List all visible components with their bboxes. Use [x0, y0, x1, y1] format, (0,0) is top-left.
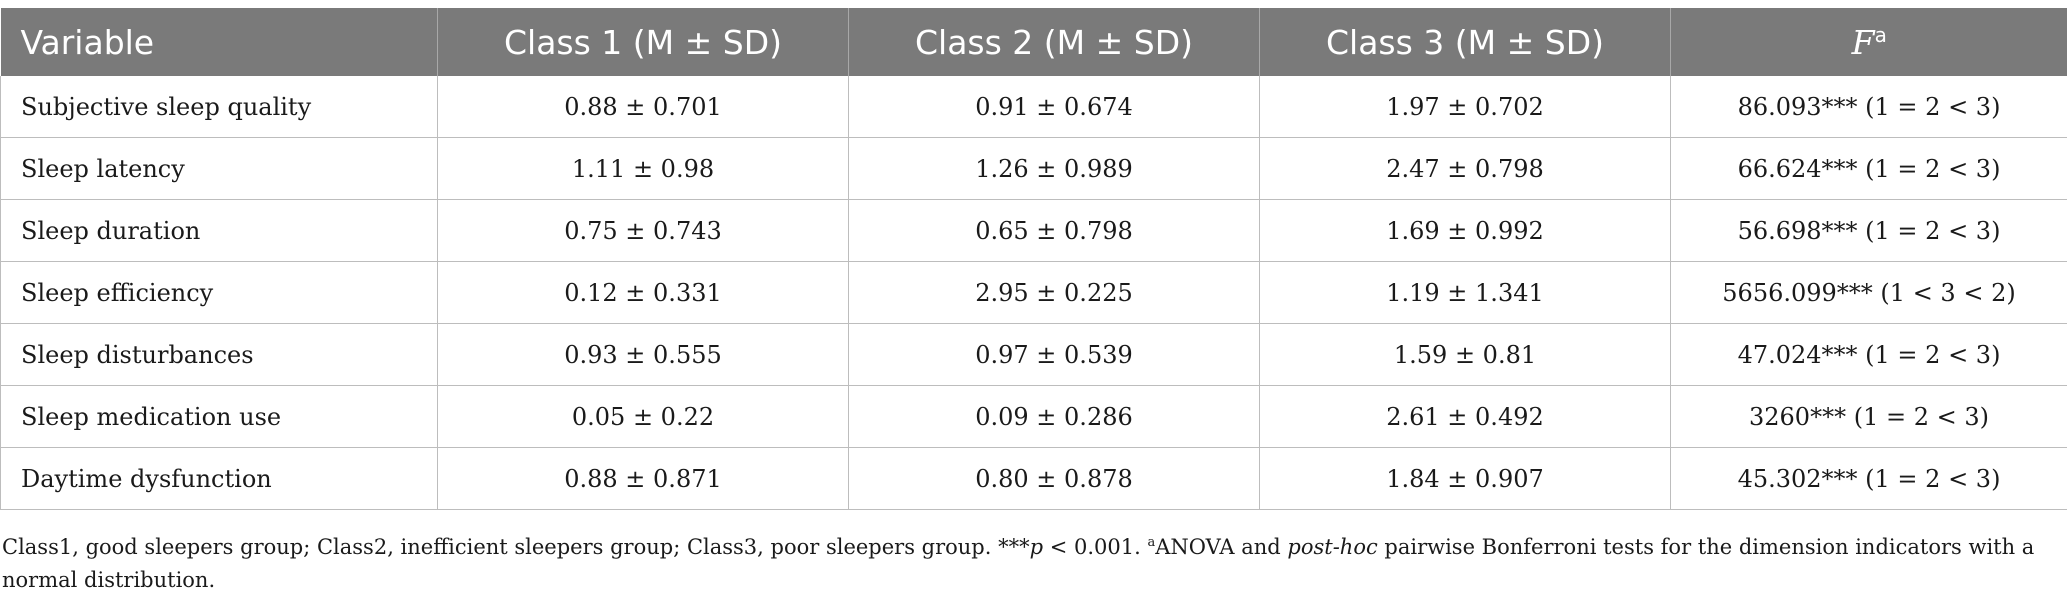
- cell-class-3: 1.19 ± 1.341: [1259, 261, 1671, 324]
- cell-class-3: 2.61 ± 0.492: [1259, 385, 1671, 448]
- f-symbol: F: [1851, 22, 1875, 62]
- cell-f-statistic: 66.624*** (1 = 2 < 3): [1670, 137, 2067, 200]
- cell-class-3: 1.97 ± 0.702: [1259, 76, 1671, 138]
- cell-class-1: 0.93 ± 0.555: [437, 323, 849, 386]
- f-superscript: a: [1874, 22, 1887, 47]
- cell-variable: Sleep latency: [0, 137, 438, 200]
- table-row: Subjective sleep quality 0.88 ± 0.701 0.91…: [0, 76, 2067, 138]
- header-class-1: Class 1 (M ± SD): [437, 8, 849, 76]
- cell-class-3: 1.84 ± 0.907: [1259, 447, 1671, 510]
- cell-class-2: 0.91 ± 0.674: [848, 76, 1260, 138]
- cell-class-3: 1.69 ± 0.992: [1259, 199, 1671, 262]
- header-class-2: Class 2 (M ± SD): [848, 8, 1260, 76]
- cell-variable: Sleep disturbances: [0, 323, 438, 386]
- cell-class-1: 0.12 ± 0.331: [437, 261, 849, 324]
- cell-f-statistic: 45.302*** (1 = 2 < 3): [1670, 447, 2067, 510]
- table-footnote: Class1, good sleepers group; Class2, ine…: [2, 526, 2062, 597]
- table-body: Subjective sleep quality 0.88 ± 0.701 0.91…: [0, 76, 2067, 510]
- cell-class-3: 1.59 ± 0.81: [1259, 323, 1671, 386]
- footnote-part3: ANOVA and: [1155, 535, 1288, 559]
- cell-f-statistic: 3260*** (1 = 2 < 3): [1670, 385, 2067, 448]
- cell-class-3: 2.47 ± 0.798: [1259, 137, 1671, 200]
- header-variable: Variable: [0, 8, 438, 76]
- cell-class-1: 1.11 ± 0.98: [437, 137, 849, 200]
- footnote-superscript: a: [1147, 535, 1156, 550]
- cell-class-1: 0.88 ± 0.871: [437, 447, 849, 510]
- cell-variable: Daytime dysfunction: [0, 447, 438, 510]
- footnote-post-hoc: post-hoc: [1287, 535, 1378, 559]
- cell-class-2: 0.65 ± 0.798: [848, 199, 1260, 262]
- table-container: Variable Class 1 (M ± SD) Class 2 (M ± S…: [0, 8, 2067, 510]
- table-row: Sleep duration 0.75 ± 0.743 0.65 ± 0.798 1.…: [0, 199, 2067, 262]
- header-row: Variable Class 1 (M ± SD) Class 2 (M ± S…: [0, 8, 2067, 76]
- footnote-part4: pairwise Bonferroni tests for the dimens…: [2, 535, 2035, 592]
- cell-class-1: 0.75 ± 0.743: [437, 199, 849, 262]
- cell-variable: Subjective sleep quality: [0, 76, 438, 138]
- cell-f-statistic: 5656.099*** (1 < 3 < 2): [1670, 261, 2067, 324]
- cell-class-1: 0.05 ± 0.22: [437, 385, 849, 448]
- cell-class-2: 0.97 ± 0.539: [848, 323, 1260, 386]
- table-row: Sleep efficiency 0.12 ± 0.331 2.95 ± 0.225…: [0, 261, 2067, 324]
- cell-variable: Sleep efficiency: [0, 261, 438, 324]
- footnote-p-symbol: p: [1029, 535, 1044, 559]
- cell-f-statistic: 86.093*** (1 = 2 < 3): [1670, 76, 2067, 138]
- footnote-part2: < 0.001.: [1043, 535, 1148, 559]
- cell-class-2: 0.09 ± 0.286: [848, 385, 1260, 448]
- cell-class-2: 1.26 ± 0.989: [848, 137, 1260, 200]
- table-row: Sleep disturbances 0.93 ± 0.555 0.97 ± 0.5…: [0, 323, 2067, 386]
- cell-variable: Sleep duration: [0, 199, 438, 262]
- header-class-3: Class 3 (M ± SD): [1259, 8, 1671, 76]
- sleep-dimensions-table: Variable Class 1 (M ± SD) Class 2 (M ± S…: [0, 8, 2067, 510]
- footnote-part1: Class1, good sleepers group; Class2, ine…: [2, 535, 1030, 559]
- cell-class-1: 0.88 ± 0.701: [437, 76, 849, 138]
- cell-f-statistic: 47.024*** (1 = 2 < 3): [1670, 323, 2067, 386]
- cell-class-2: 2.95 ± 0.225: [848, 261, 1260, 324]
- cell-variable: Sleep medication use: [0, 385, 438, 448]
- header-f-statistic: Fa: [1670, 8, 2067, 76]
- cell-class-2: 0.80 ± 0.878: [848, 447, 1260, 510]
- table-row: Daytime dysfunction 0.88 ± 0.871 0.80 ± 0.…: [0, 447, 2067, 510]
- cell-f-statistic: 56.698*** (1 = 2 < 3): [1670, 199, 2067, 262]
- table-row: Sleep latency 1.11 ± 0.98 1.26 ± 0.989 2.47…: [0, 137, 2067, 200]
- table-row: Sleep medication use 0.05 ± 0.22 0.09 ± 0.…: [0, 385, 2067, 448]
